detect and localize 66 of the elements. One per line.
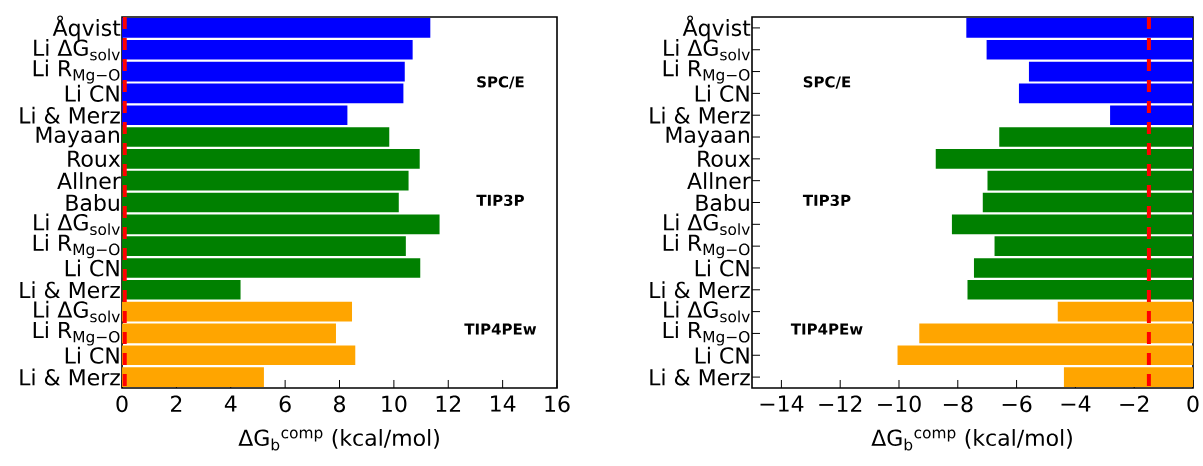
y-tick-label: Åqvist xyxy=(682,15,751,41)
bar xyxy=(122,192,399,213)
x-tick-label: 0 xyxy=(1187,395,1199,413)
y-tick-label: Li CN xyxy=(695,346,749,364)
bar xyxy=(122,279,241,300)
x-tick-label: 4 xyxy=(224,395,237,412)
bar xyxy=(122,323,336,344)
x-tick-label: −6 xyxy=(1002,395,1032,413)
y-tick-label: Babu xyxy=(66,193,119,212)
y-tick-label: Allner xyxy=(57,172,121,190)
x-tick-label: 10 xyxy=(382,395,407,413)
x-axis-title: ΔG$_{b}$$^{comp}$ (kcal/mol) xyxy=(238,429,439,451)
bar xyxy=(122,301,353,322)
bar xyxy=(122,345,356,366)
y-tick-label: Li & Merz xyxy=(20,281,120,299)
y-tick-label: Allner xyxy=(687,172,751,190)
x-tick-label: 6 xyxy=(279,395,291,413)
bar xyxy=(122,214,440,235)
x-axis-title: ΔG$_{b}$$^{comp}$ (kcal/mol) xyxy=(871,429,1072,451)
x-tick-label: 12 xyxy=(436,395,461,412)
x-tick-label: −4 xyxy=(1061,395,1091,412)
y-tick-label: Mayaan xyxy=(36,126,119,148)
y-tick-label: Li & Merz xyxy=(650,106,750,124)
bar xyxy=(122,61,405,82)
x-tick-label: 0 xyxy=(116,395,128,413)
y-tick-label: Li CN xyxy=(65,346,119,364)
y-tick-label: Li R$_{Mg−O}$ xyxy=(33,234,120,259)
y-tick-label: Li & Merz xyxy=(650,368,750,386)
x-tick-label: −2 xyxy=(1120,395,1149,412)
annotation: SPC/E xyxy=(803,76,851,89)
y-tick-label: Roux xyxy=(68,150,121,168)
bar xyxy=(122,258,421,278)
x-tick-label: −12 xyxy=(819,395,862,412)
y-tick-label: Li & Merz xyxy=(20,106,120,124)
annotation: SPC/E xyxy=(477,76,524,89)
y-tick-label: Li & Merz xyxy=(20,368,120,386)
y-tick-label: Åqvist xyxy=(52,15,121,41)
bar xyxy=(122,236,406,256)
annotation: TIP4PEw xyxy=(464,323,537,335)
x-tick-label: 14 xyxy=(491,395,516,412)
bar xyxy=(122,170,409,191)
y-tick-label: Li CN xyxy=(65,259,119,277)
y-tick-label: Li R$_{Mg−O}$ xyxy=(663,234,750,259)
bar xyxy=(122,39,413,60)
y-tick-label: Babu xyxy=(696,193,749,212)
x-tick-label: −8 xyxy=(943,395,973,413)
y-tick-label: Li CN xyxy=(695,259,749,277)
annotation: TIP4PEw xyxy=(790,323,863,335)
y-tick-label: Li CN xyxy=(65,84,119,102)
annotation: TIP3P xyxy=(802,194,851,206)
y-tick-label: Roux xyxy=(698,150,751,168)
bar xyxy=(122,18,431,38)
x-tick-label: 8 xyxy=(334,395,346,413)
y-tick-label: Li CN xyxy=(695,84,749,102)
annotation: TIP3P xyxy=(476,194,524,206)
x-tick-label: 16 xyxy=(545,395,570,413)
x-tick-label: −10 xyxy=(878,395,921,413)
bar xyxy=(122,105,348,126)
bar xyxy=(122,127,390,147)
bar xyxy=(122,367,264,387)
x-tick-label: 2 xyxy=(171,395,182,412)
bar xyxy=(122,149,420,169)
bar xyxy=(122,83,404,104)
y-tick-label: Mayaan xyxy=(666,126,749,148)
y-tick-label: Li & Merz xyxy=(650,281,750,299)
x-tick-label: −14 xyxy=(760,395,804,412)
